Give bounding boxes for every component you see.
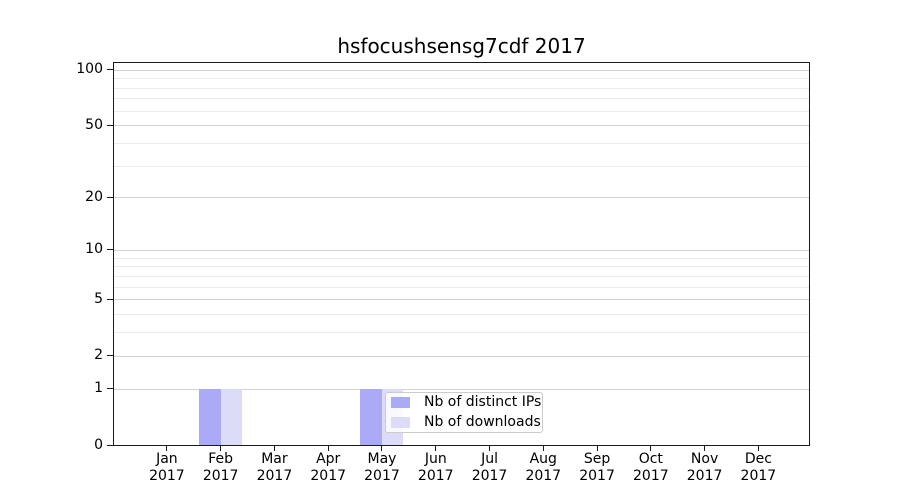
minor-gridline	[114, 332, 809, 334]
major-gridline	[114, 355, 809, 357]
x-tick-label: Dec 2017	[728, 451, 788, 485]
y-tick-label: 20	[85, 188, 103, 205]
x-tick-label-month: Jun	[424, 451, 447, 467]
x-tick-label-month: Aug	[529, 451, 557, 467]
minor-gridline	[114, 257, 809, 259]
y-tick-label: 5	[94, 290, 103, 307]
x-tick-label-year: 2017	[202, 468, 239, 484]
x-tick-label-month: Apr	[316, 451, 341, 467]
x-tick-label-month: Mar	[261, 451, 288, 467]
gridlines-layer	[114, 63, 809, 445]
x-tick-label-year: 2017	[525, 468, 562, 484]
bar-distinct-ips-may	[360, 388, 382, 445]
legend-label-downloads: Nb of downloads	[424, 414, 541, 430]
minor-gridline	[114, 286, 809, 288]
x-tick-mark	[650, 446, 652, 451]
x-tick-label-year: 2017	[579, 468, 615, 484]
major-gridline	[114, 388, 809, 390]
legend-item-downloads: Nb of downloads	[391, 413, 541, 432]
minor-gridline	[114, 87, 809, 89]
x-tick-label-month: Jan	[156, 451, 178, 467]
x-tick-label-year: 2017	[471, 468, 508, 484]
x-tick-mark	[381, 446, 383, 451]
minor-gridline	[114, 266, 809, 268]
x-tick-label: Feb 2017	[191, 451, 251, 485]
x-tick-label-month: Jul	[481, 451, 498, 467]
y-tick-label: 0	[94, 436, 103, 453]
major-gridline	[114, 299, 809, 301]
x-tick-label-year: 2017	[256, 468, 293, 484]
legend-swatch-downloads	[391, 417, 410, 428]
minor-gridline	[114, 142, 809, 144]
y-tick-label: 2	[94, 347, 103, 364]
x-tick-mark	[489, 446, 491, 451]
y-tick-label: 50	[85, 116, 103, 133]
x-tick-label: Jan 2017	[137, 451, 197, 485]
x-tick-label: Apr 2017	[298, 451, 358, 485]
minor-gridline	[114, 78, 809, 80]
minor-gridline	[114, 275, 809, 277]
x-tick-label-year: 2017	[633, 468, 669, 484]
x-tick-mark	[704, 446, 706, 451]
legend-swatch-distinct-ips	[391, 397, 410, 408]
x-tick-label-month: May	[367, 451, 397, 467]
x-tick-label-month: Dec	[744, 451, 772, 467]
legend: Nb of distinct IPs Nb of downloads	[385, 392, 543, 433]
x-tick-label-month: Feb	[208, 451, 234, 467]
plot-area	[113, 62, 810, 446]
x-tick-mark	[166, 446, 168, 451]
legend-item-distinct-ips: Nb of distinct IPs	[391, 393, 541, 412]
x-tick-label-year: 2017	[417, 468, 454, 484]
x-tick-label-year: 2017	[686, 468, 723, 484]
x-tick-label: Jun 2017	[406, 451, 466, 485]
x-tick-label: Nov 2017	[675, 451, 735, 485]
x-tick-mark	[757, 446, 759, 451]
x-tick-label-year: 2017	[310, 468, 347, 484]
x-tick-label-month: Oct	[638, 451, 663, 467]
bar-distinct-ips-feb	[199, 388, 221, 445]
major-gridline	[114, 249, 809, 251]
minor-gridline	[114, 110, 809, 112]
y-tick-label: 10	[85, 241, 103, 258]
x-tick-label-month: Sep	[583, 451, 611, 467]
x-tick-label-month: Nov	[690, 451, 719, 467]
minor-gridline	[114, 314, 809, 316]
x-tick-label: Oct 2017	[621, 451, 681, 485]
x-tick-mark	[542, 446, 544, 451]
x-tick-mark	[435, 446, 437, 451]
x-tick-label-year: 2017	[740, 468, 777, 484]
x-tick-mark	[596, 446, 598, 451]
y-tick-label: 1	[94, 380, 103, 397]
x-tick-mark	[220, 446, 222, 451]
x-tick-label-year: 2017	[364, 468, 400, 484]
legend-label-distinct-ips: Nb of distinct IPs	[424, 394, 542, 410]
x-tick-label: Jul 2017	[460, 451, 520, 485]
x-tick-label: May 2017	[352, 451, 412, 485]
chart-title: hsfocushsensg7cdf 2017	[337, 34, 586, 58]
bars-layer	[114, 63, 809, 445]
major-gridline	[114, 197, 809, 199]
x-tick-label: Sep 2017	[567, 451, 627, 485]
x-tick-mark	[327, 446, 329, 451]
minor-gridline	[114, 98, 809, 100]
bar-downloads-feb	[220, 388, 243, 445]
y-tick-label: 100	[76, 61, 103, 78]
minor-gridline	[114, 165, 809, 167]
major-gridline	[114, 125, 809, 127]
x-tick-label: Mar 2017	[244, 451, 304, 485]
x-tick-label: Aug 2017	[513, 451, 573, 485]
x-tick-label-year: 2017	[149, 468, 185, 484]
major-gridline	[114, 69, 809, 71]
x-tick-mark	[273, 446, 275, 451]
